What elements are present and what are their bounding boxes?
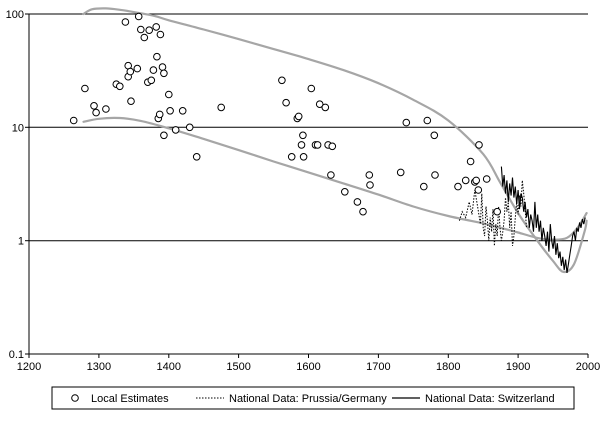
data-point-local-estimate xyxy=(321,103,330,112)
data-point-local-estimate xyxy=(341,188,349,196)
x-tick-label: 1300 xyxy=(87,361,111,373)
data-point-local-estimate xyxy=(69,116,78,125)
legend-box xyxy=(51,386,575,410)
x-tick-label: 1700 xyxy=(366,361,390,373)
data-point-local-estimate xyxy=(147,76,156,85)
data-point-local-estimate xyxy=(134,12,143,21)
data-point-local-estimate xyxy=(420,182,428,191)
data-point-local-estimate xyxy=(431,171,439,179)
data-point-local-estimate xyxy=(153,52,161,61)
national-series xyxy=(458,166,586,273)
y-tick-label: 0.1 xyxy=(9,349,24,361)
data-point-local-estimate xyxy=(299,131,307,140)
data-point-local-estimate xyxy=(299,153,308,161)
legend-label-switzerland: National Data: Switzerland xyxy=(425,393,555,405)
data-point-local-estimate xyxy=(461,176,470,185)
y-tick-labels: 0.1 1 10 100 xyxy=(6,9,24,361)
data-point-local-estimate xyxy=(466,157,475,166)
upper-trend-band xyxy=(82,7,588,274)
data-point-local-estimate xyxy=(294,112,303,121)
data-point-local-estimate xyxy=(297,141,306,149)
axes xyxy=(25,13,589,358)
data-point-local-estimate xyxy=(327,171,335,179)
data-point-local-estimate xyxy=(287,153,296,161)
x-tick-label: 2000 xyxy=(576,361,600,373)
data-point-local-estimate xyxy=(160,131,168,140)
data-point-local-estimate xyxy=(353,198,362,206)
local-estimate-points xyxy=(69,12,502,216)
data-point-local-estimate xyxy=(328,142,337,151)
data-point-local-estimate xyxy=(430,131,439,140)
data-point-local-estimate xyxy=(474,186,483,194)
x-tick-label: 1400 xyxy=(157,361,181,373)
legend: Local Estimates National Data: Prussia/G… xyxy=(51,386,575,410)
x-tick-label: 1800 xyxy=(436,361,460,373)
data-point-local-estimate xyxy=(127,97,135,105)
data-point-local-estimate xyxy=(90,102,98,110)
data-point-local-estimate xyxy=(165,90,173,99)
data-point-local-estimate xyxy=(158,63,167,71)
data-point-local-estimate xyxy=(472,176,481,185)
x-tick-labels: 1200 1300 1400 1500 1600 1700 1800 1900 2000 xyxy=(17,361,600,373)
data-point-local-estimate xyxy=(396,168,405,177)
data-point-local-estimate xyxy=(145,26,153,35)
x-tick-label: 1600 xyxy=(296,361,320,373)
data-point-local-estimate xyxy=(365,171,374,179)
data-point-local-estimate xyxy=(423,116,432,125)
data-point-local-estimate xyxy=(493,207,502,216)
legend-marker-local xyxy=(71,394,79,402)
data-point-local-estimate xyxy=(160,69,168,78)
data-point-local-estimate xyxy=(307,84,316,93)
y-tick-label: 10 xyxy=(12,122,24,134)
data-point-local-estimate xyxy=(171,126,180,134)
data-point-local-estimate xyxy=(81,84,89,93)
data-point-local-estimate xyxy=(282,98,290,107)
data-point-local-estimate xyxy=(121,18,130,26)
data-point-local-estimate xyxy=(137,25,145,34)
data-point-local-estimate xyxy=(313,141,322,149)
data-point-local-estimate xyxy=(156,30,165,39)
data-point-local-estimate xyxy=(359,207,367,216)
data-point-local-estimate xyxy=(178,107,187,115)
data-point-local-estimate xyxy=(149,66,158,74)
x-tick-label: 1200 xyxy=(17,361,41,373)
data-point-local-estimate xyxy=(140,33,149,42)
data-point-local-estimate xyxy=(152,23,160,31)
data-point-local-estimate xyxy=(475,141,483,149)
data-point-local-estimate xyxy=(454,182,462,191)
data-point-local-estimate xyxy=(185,123,194,132)
data-point-local-estimate xyxy=(402,118,411,127)
data-point-local-estimate xyxy=(217,103,225,112)
data-point-local-estimate xyxy=(482,175,491,183)
y-tick-label: 100 xyxy=(6,9,24,21)
data-point-local-estimate xyxy=(155,110,164,119)
data-point-local-estimate xyxy=(366,181,374,189)
data-point-local-estimate xyxy=(116,82,124,91)
data-point-local-estimate xyxy=(315,100,324,108)
data-point-local-estimate xyxy=(278,76,286,85)
legend-label-local: Local Estimates xyxy=(91,393,169,405)
data-point-local-estimate xyxy=(133,64,142,73)
series-line-prussia-germany xyxy=(458,180,527,246)
x-tick-label: 1900 xyxy=(506,361,530,373)
legend-label-prussia: National Data: Prussia/Germany xyxy=(229,393,387,405)
data-point-local-estimate xyxy=(166,107,174,115)
data-point-local-estimate xyxy=(102,105,110,113)
series-line-switzerland xyxy=(500,166,586,273)
data-point-local-estimate xyxy=(126,67,135,76)
data-point-local-estimate xyxy=(92,108,100,117)
data-point-local-estimate xyxy=(192,153,201,161)
y-tick-label: 1 xyxy=(18,236,24,248)
x-tick-label: 1500 xyxy=(226,361,250,373)
